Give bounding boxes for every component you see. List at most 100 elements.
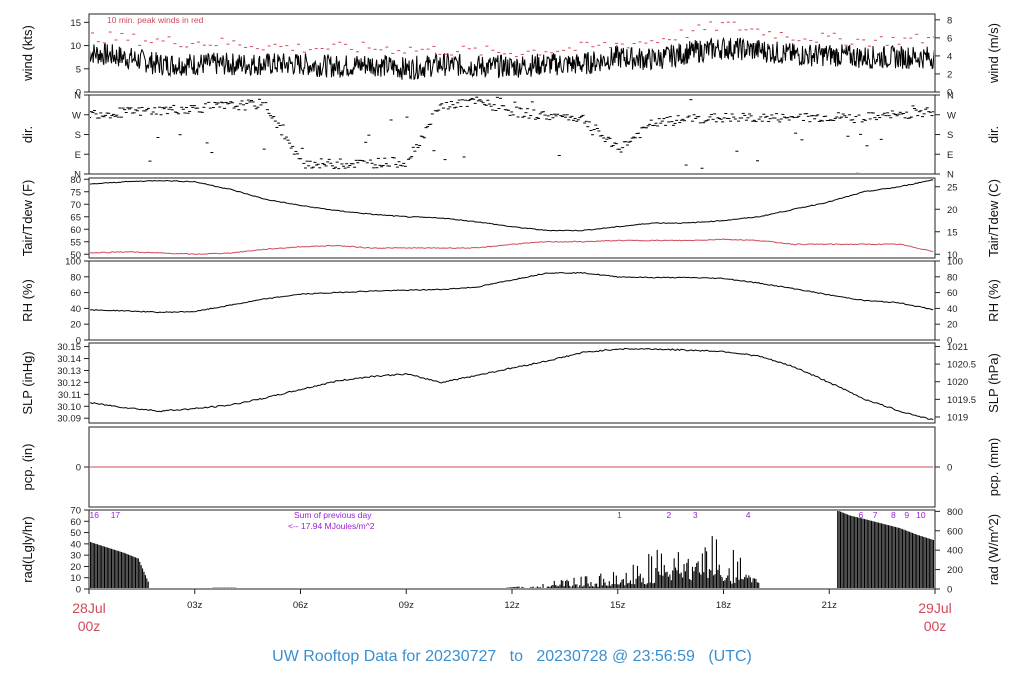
series-line [90,179,934,232]
y-axis-label: wind (kts) [20,25,35,82]
hour-marker: 1 [617,510,622,520]
y-tick-label: 0 [76,88,81,99]
y2-tick-label: 0 [947,88,952,99]
y2-tick-label: 6 [947,33,952,44]
y-axis-label: Tair/Tdew (F) [20,180,35,257]
y-tick-label: 0 [76,585,81,596]
wind-annotation: 10 min. peak winds in red [107,15,204,25]
hour-marker: 6 [859,510,864,520]
y-tick-label: E [75,150,81,161]
y2-tick-label: 100 [947,257,963,268]
rad-annotation: <-- 17.94 MJoules/m^2 [288,521,375,531]
y-tick-label: 30.09 [57,414,81,425]
y-tick-label: 30 [70,551,81,562]
y2-tick-label: 0 [947,463,952,474]
end-time-label: 00z [924,618,947,634]
hour-marker: 4 [746,510,751,520]
y-axis-label: dir. [20,126,35,143]
y2-tick-label: 1019 [947,412,968,423]
start-time-label: 00z [78,618,101,634]
y-tick-label: 70 [70,200,81,211]
y2-tick-label: 800 [947,507,963,518]
hour-marker: 2 [666,510,671,520]
y-tick-label: 30.10 [57,402,81,413]
y2-tick-label: 400 [947,546,963,557]
y-tick-label: 30.14 [57,354,81,365]
y2-tick-label: 0 [947,585,952,596]
y2-tick-label: 20 [947,205,958,216]
y2-tick-label: 20 [947,320,958,331]
y2-tick-label: 1019.5 [947,395,976,406]
y2-tick-label: 60 [947,288,958,299]
y2-tick-label: 600 [947,526,963,537]
plot-area [90,511,934,588]
y-tick-label: W [72,110,81,121]
y2-tick-label: 10 [947,250,958,261]
y-tick-label: 60 [70,517,81,528]
title-start: 20230727 [425,648,497,665]
plot-area [90,347,934,421]
y-tick-label: 30.12 [57,378,81,389]
y2-tick-label: 15 [947,227,958,238]
y2-tick-label: 1020.5 [947,360,976,371]
y2-tick-label: E [947,150,953,161]
panel-frame [88,260,936,341]
y2-axis-label: pcp. (mm) [986,438,1001,497]
y-tick-label: 60 [70,225,81,236]
y-tick-label: 80 [70,175,81,186]
y2-tick-label: S [947,130,953,141]
plot-area [90,96,934,173]
y2-tick-label: 2 [947,69,952,80]
y-tick-label: 40 [70,539,81,550]
title-prefix: UW Rooftop Data for [272,648,421,665]
panel-frame [88,509,936,590]
end-date-label: 29Jul [918,600,951,616]
plot-area [90,271,934,314]
x-tick-label: 15z [610,600,626,611]
y-tick-label: 30.11 [58,390,81,401]
y-tick-label: 100 [65,257,81,268]
y-tick-label: 10 [70,41,81,52]
rad-annotation: Sum of previous day [294,510,372,520]
y-tick-label: 60 [70,288,81,299]
y-tick-label: 20 [70,562,81,573]
y2-axis-label: dir. [986,126,1001,143]
y-tick-label: 20 [70,320,81,331]
y-axis-label: RH (%) [20,279,35,322]
panel-rh: 0 20 40 60 80 100 0 20 40 60 80 100 RH (%) RH (%) [20,257,1001,347]
y2-tick-label: 1021 [947,342,968,353]
y-tick-label: 40 [70,304,81,315]
series-line [90,238,934,256]
x-tick-label: 18z [716,600,732,611]
start-date-label: 28Jul [72,600,105,616]
panel-frame [88,94,936,175]
y-tick-label: N [74,91,81,102]
y2-tick-label: 8 [947,15,952,26]
panel-pcp: 0 0 pcp. (in) pcp. (mm) [20,426,1001,508]
x-tick-label: 03z [187,600,203,611]
y-tick-label: N [74,170,81,181]
y2-tick-label: 0 [947,336,952,347]
y-tick-label: 50 [70,528,81,539]
y2-tick-label: W [947,110,956,121]
chart-title: UW Rooftop Data for 20230727 to 20230728… [0,648,1024,666]
y2-axis-label: wind (m/s) [986,23,1001,84]
y2-axis-label: SLP (hPa) [986,353,1001,413]
y2-axis-label: rad (W/m^2) [986,514,1001,585]
title-connector: to [509,648,523,665]
y2-tick-label: 1020 [947,377,968,388]
x-tick-label: 12z [504,600,520,611]
y-tick-label: 0 [76,463,81,474]
y-axis-label: SLP (inHg) [20,351,35,414]
x-tick-label: 21z [822,600,838,611]
y-tick-label: 55 [70,237,81,248]
y-tick-label: S [75,130,81,141]
plot-area [90,21,934,80]
panel-wind: 0 5 10 15 0 2 4 6 8 wind (kts) wind (m/s) 10 min. p… [20,13,1001,99]
y-axis-label: rad(Lgly/hr) [20,516,35,582]
hour-marker: 16 [90,510,100,520]
panel-frame [88,342,936,424]
